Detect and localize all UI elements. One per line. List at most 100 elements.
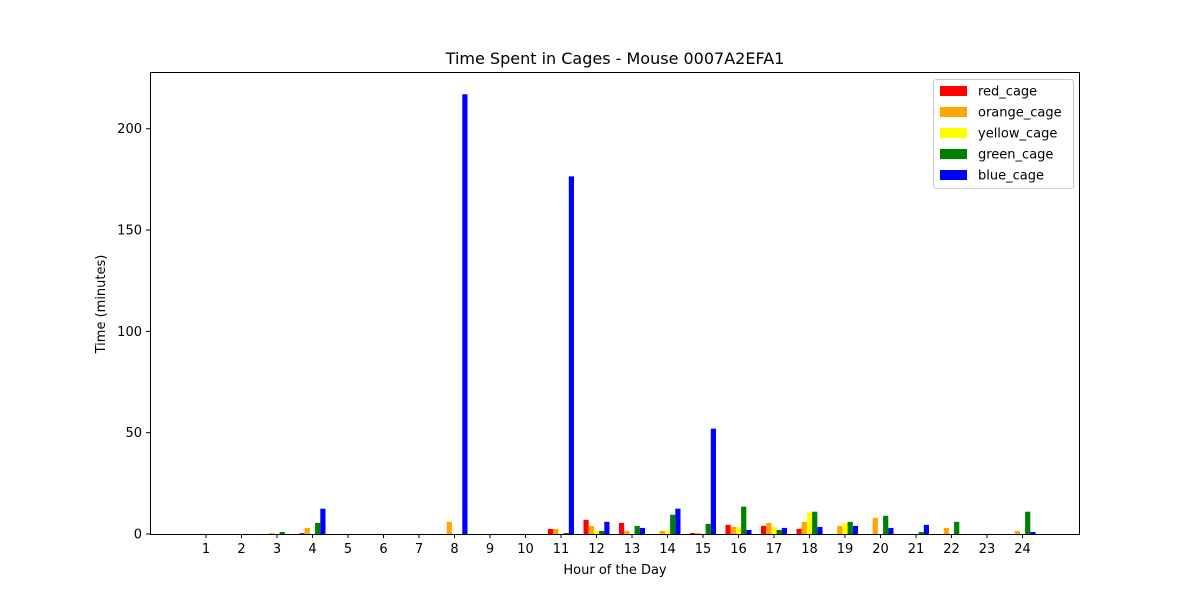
legend-label-green_cage: green_cage xyxy=(978,148,1053,163)
bar-blue_cage-19 xyxy=(852,525,858,534)
y-tick-label: 100 xyxy=(117,325,142,340)
x-tick-label: 1 xyxy=(202,542,210,557)
bar-blue_cage-16 xyxy=(746,529,752,534)
legend: red_cage orange_cage yellow_cage green_cage… xyxy=(933,79,1074,189)
x-tick-label: 4 xyxy=(308,542,316,557)
bar-blue_cage-12 xyxy=(604,521,610,534)
bar-orange_cage-3 xyxy=(269,532,275,534)
bar-red_cage-17 xyxy=(761,525,767,534)
bar-yellow_cage-16 xyxy=(735,526,742,534)
plot-area-frame xyxy=(150,72,1080,535)
x-tick-label: 12 xyxy=(588,542,605,557)
x-axis: 1 2 3 4 5 6 7 8 9 10 11 12 13 14 15 16 17 18 19 20 21 22 23 24 xyxy=(202,534,1031,557)
y-tick-label: 0 xyxy=(134,528,142,543)
legend-swatch-yellow_cage xyxy=(940,128,967,138)
y-tick-label: 50 xyxy=(125,426,142,441)
legend-label-orange_cage: orange_cage xyxy=(978,106,1062,121)
bar-green_cage-16 xyxy=(741,506,747,534)
bar-blue_cage-21 xyxy=(923,524,929,534)
bar-green_cage-19 xyxy=(847,521,853,534)
legend-label-blue_cage: blue_cage xyxy=(978,169,1044,184)
x-tick-label: 9 xyxy=(486,542,494,557)
legend-label-yellow_cage: yellow_cage xyxy=(978,127,1057,142)
x-tick-label: 20 xyxy=(872,542,889,557)
bar-yellow_cage-14 xyxy=(664,530,671,534)
bar-blue_cage-15 xyxy=(710,428,716,534)
bar-blue_cage-18 xyxy=(817,526,823,534)
bar-green_cage-12 xyxy=(599,530,605,534)
bar-green_cage-20 xyxy=(883,515,889,534)
bar-orange_cage-4 xyxy=(304,527,310,534)
x-tick-label: 23 xyxy=(979,542,996,557)
bar-orange_cage-12 xyxy=(588,525,594,534)
x-tick-label: 13 xyxy=(624,542,641,557)
x-tick-label: 22 xyxy=(943,542,960,557)
legend-swatch-orange_cage xyxy=(940,107,967,117)
x-tick-label: 11 xyxy=(553,542,570,557)
x-axis-label: Hour of the Day xyxy=(563,563,667,578)
bar-red_cage-11 xyxy=(548,528,554,534)
bar-yellow_cage-18 xyxy=(806,512,813,534)
bar-orange_cage-17 xyxy=(766,522,772,534)
x-tick-label: 24 xyxy=(1014,542,1031,557)
x-tick-label: 3 xyxy=(273,542,281,557)
bar-red_cage-15 xyxy=(690,532,696,534)
bar-blue_cage-20 xyxy=(888,527,894,534)
bar-orange_cage-24 xyxy=(1014,530,1020,534)
chart-title: Time Spent in Cages - Mouse 0007A2EFA1 xyxy=(445,49,785,68)
bar-green_cage-15 xyxy=(705,523,711,534)
x-tick-label: 16 xyxy=(730,542,747,557)
bar-blue_cage-17 xyxy=(781,527,787,534)
bar-blue_cage-24 xyxy=(1030,531,1036,534)
bar-orange_cage-18 xyxy=(801,521,807,534)
legend-frame xyxy=(933,79,1074,189)
bar-red_cage-16 xyxy=(725,524,731,534)
bar-blue_cage-14 xyxy=(675,508,681,534)
bar-blue_cage-11 xyxy=(568,176,574,535)
bar-green_cage-18 xyxy=(812,511,818,534)
bar-green_cage-14 xyxy=(670,514,676,534)
bar-blue_cage-4 xyxy=(320,508,326,534)
bar-red_cage-12 xyxy=(583,519,589,534)
bar-orange_cage-11 xyxy=(553,528,559,534)
legend-swatch-green_cage xyxy=(940,149,967,159)
bar-orange_cage-8 xyxy=(446,521,452,534)
bar-yellow_cage-19 xyxy=(842,522,848,534)
y-tick-label: 150 xyxy=(117,224,142,239)
bar-orange_cage-16 xyxy=(730,526,736,534)
bar-green_cage-3 xyxy=(279,531,285,534)
x-tick-label: 7 xyxy=(415,542,423,557)
y-axis-label: Time (minutes) xyxy=(94,255,109,355)
bar-orange_cage-20 xyxy=(872,517,878,534)
bar-green_cage-17 xyxy=(776,529,782,534)
bar-green_cage-13 xyxy=(634,525,640,534)
y-axis: 0 50 100 150 200 xyxy=(117,122,150,543)
bar-blue_cage-8 xyxy=(462,94,468,534)
x-tick-label: 2 xyxy=(237,542,245,557)
x-tick-label: 8 xyxy=(450,542,458,557)
x-tick-label: 21 xyxy=(908,542,925,557)
x-tick-label: 18 xyxy=(801,542,818,557)
y-tick-label: 200 xyxy=(117,122,142,137)
bar-orange_cage-19 xyxy=(837,525,843,534)
bar-blue_cage-13 xyxy=(639,527,645,534)
bar-orange_cage-22 xyxy=(943,527,949,534)
bar-green_cage-24 xyxy=(1025,511,1031,534)
bar-green_cage-4 xyxy=(315,522,321,534)
bar-red_cage-18 xyxy=(796,528,802,534)
x-tick-label: 10 xyxy=(517,542,534,557)
bar-orange_cage-15 xyxy=(695,532,701,534)
legend-swatch-blue_cage xyxy=(940,170,967,180)
bar-orange_cage-14 xyxy=(659,530,665,534)
bar-green_cage-21 xyxy=(918,531,924,534)
x-tick-label: 15 xyxy=(695,542,712,557)
x-tick-label: 6 xyxy=(379,542,387,557)
bars-layer xyxy=(269,94,1036,535)
bar-green_cage-11 xyxy=(563,532,569,534)
bar-orange_cage-13 xyxy=(624,530,630,534)
legend-label-red_cage: red_cage xyxy=(978,85,1037,100)
x-tick-label: 17 xyxy=(766,542,783,557)
bar-yellow_cage-17 xyxy=(771,526,777,534)
bar-yellow_cage-12 xyxy=(593,530,600,534)
